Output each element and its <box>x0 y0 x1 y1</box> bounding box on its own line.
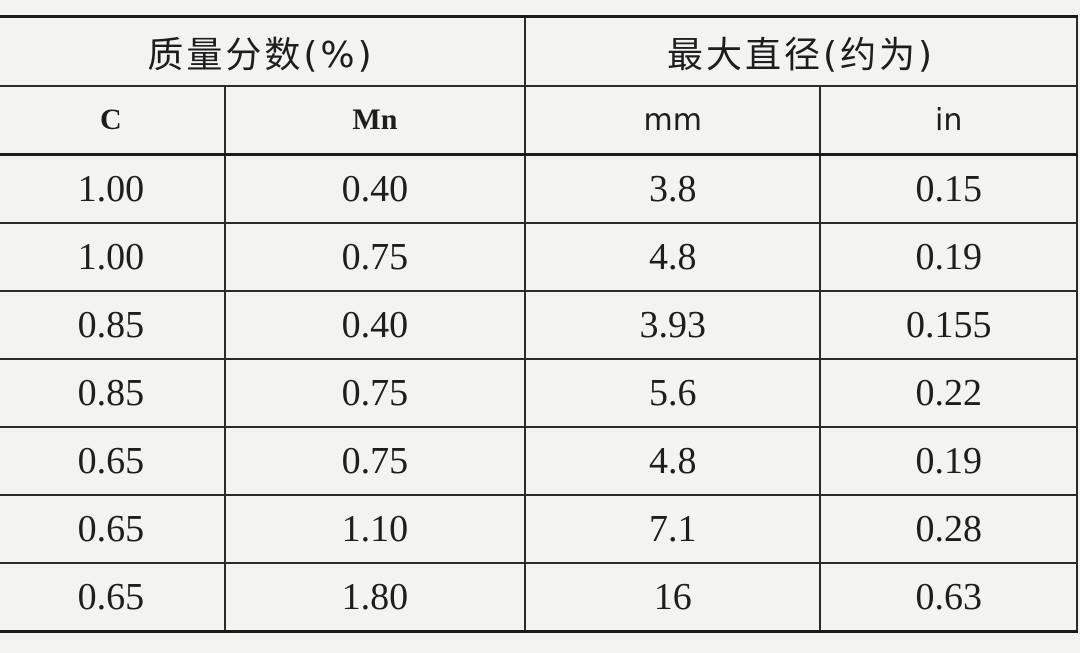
cell-mm: 3.93 <box>524 290 822 360</box>
header-mm: mm <box>524 85 822 156</box>
cell-in: 0.63 <box>819 562 1078 633</box>
header-mn: Mn <box>223 85 527 156</box>
cell-c: 1.00 <box>0 153 226 224</box>
sub-header-row: C Mn mm in <box>0 85 1078 156</box>
cell-c: 0.65 <box>0 426 226 496</box>
cell-mm: 7.1 <box>524 494 822 564</box>
cell-mm: 4.8 <box>524 222 822 292</box>
cell-c: 0.85 <box>0 290 226 360</box>
cell-mn: 0.75 <box>223 426 527 496</box>
table-row: 0.65 1.80 16 0.63 <box>0 562 1078 633</box>
cell-mn: 0.40 <box>223 290 527 360</box>
cell-c: 0.65 <box>0 494 226 564</box>
cell-in: 0.19 <box>819 426 1078 496</box>
group-header-row: 质量分数(%) 最大直径(约为) <box>0 15 1078 87</box>
table-body: 1.00 0.40 3.8 0.15 1.00 0.75 4.8 0.19 0.85 0.40 3.… <box>0 153 1078 633</box>
cell-mm: 16 <box>524 562 822 633</box>
cell-mn: 0.75 <box>223 358 527 428</box>
cell-c: 1.00 <box>0 222 226 292</box>
cell-mm: 3.8 <box>524 153 822 224</box>
cell-mn: 1.80 <box>223 562 527 633</box>
data-table: 质量分数(%) 最大直径(约为) C Mn mm in 1.00 0.40 3.8 0… <box>0 15 1078 633</box>
table-row: 0.65 0.75 4.8 0.19 <box>0 426 1078 496</box>
cell-in: 0.155 <box>819 290 1078 360</box>
header-max-diameter: 最大直径(约为) <box>524 15 1078 87</box>
cell-mm: 4.8 <box>524 426 822 496</box>
header-in: in <box>819 85 1078 156</box>
cell-mn: 1.10 <box>223 494 527 564</box>
cell-mn: 0.75 <box>223 222 527 292</box>
cell-mm: 5.6 <box>524 358 822 428</box>
table-row: 1.00 0.75 4.8 0.19 <box>0 222 1078 292</box>
header-mass-fraction: 质量分数(%) <box>0 15 527 87</box>
cell-mn: 0.40 <box>223 153 527 224</box>
cell-in: 0.15 <box>819 153 1078 224</box>
header-c: C <box>0 85 226 156</box>
cell-c: 0.65 <box>0 562 226 633</box>
table-row: 0.65 1.10 7.1 0.28 <box>0 494 1078 564</box>
table-row: 0.85 0.75 5.6 0.22 <box>0 358 1078 428</box>
table-row: 0.85 0.40 3.93 0.155 <box>0 290 1078 360</box>
cell-in: 0.28 <box>819 494 1078 564</box>
cell-in: 0.19 <box>819 222 1078 292</box>
table-row: 1.00 0.40 3.8 0.15 <box>0 153 1078 224</box>
cell-c: 0.85 <box>0 358 226 428</box>
cell-in: 0.22 <box>819 358 1078 428</box>
